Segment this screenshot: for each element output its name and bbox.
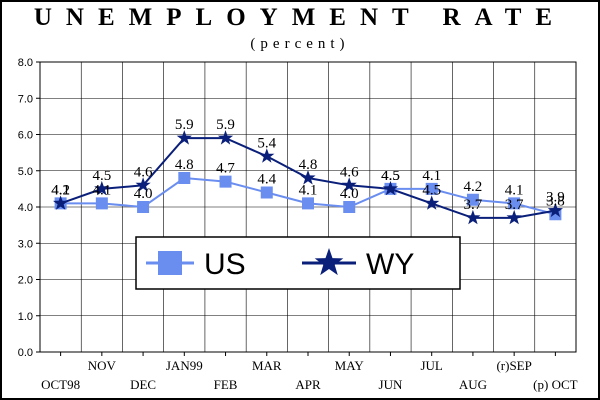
chart-title: UNEMPLOYMENT RATE [33, 4, 567, 31]
y-tick-label: 6.0 [18, 130, 33, 142]
data-label-wy: 4.5 [381, 168, 400, 184]
data-point-us [425, 182, 438, 195]
data-label-us: 4.7 [216, 161, 235, 177]
y-tick-label: 1.0 [18, 311, 33, 323]
y-tick-label: 0.0 [18, 347, 33, 359]
y-tick-label: 4.0 [18, 202, 33, 214]
x-tick-label: NOV [88, 358, 117, 373]
data-label-us: 4.4 [257, 172, 276, 188]
data-point-wy [424, 195, 440, 210]
x-tick-label: OCT98 [41, 377, 80, 392]
data-label-wy: 3.7 [505, 197, 524, 213]
data-point-wy [217, 130, 234, 145]
y-tick-label: 7.0 [18, 93, 33, 105]
x-tick-label: JUL [420, 358, 442, 373]
legend-marker-wy [314, 248, 344, 276]
data-label-us: 4.8 [175, 157, 194, 173]
data-point-wy [259, 148, 275, 163]
data-label-us: 4.2 [464, 179, 483, 195]
data-point-us [219, 175, 232, 188]
x-tick-label: APR [295, 377, 321, 392]
x-tick-label: DEC [130, 377, 156, 392]
data-point-wy [176, 130, 192, 145]
y-tick-label: 2.0 [18, 275, 33, 287]
data-label-wy: 3.9 [546, 190, 565, 206]
data-point-us [178, 172, 191, 184]
y-tick-label: 3.0 [18, 238, 33, 250]
data-label-wy: 4.6 [134, 164, 153, 180]
x-tick-label: FEB [214, 377, 238, 392]
data-point-us [302, 197, 314, 210]
x-tick-label: MAY [335, 358, 365, 373]
data-label-wy: 3.7 [464, 197, 483, 213]
data-point-us [137, 201, 150, 213]
legend-marker-us [158, 251, 182, 275]
x-tick-label: AUG [459, 377, 487, 392]
data-label-us: 4.1 [51, 182, 70, 198]
data-point-wy [547, 202, 563, 218]
data-point-wy [382, 180, 399, 196]
data-point-wy [53, 195, 69, 210]
data-label-us: 4.1 [505, 182, 524, 198]
chart-subtitle: (percent) [250, 36, 350, 52]
data-point-wy [341, 177, 357, 192]
data-label-wy: 4.8 [299, 157, 318, 173]
data-point-wy [465, 209, 481, 225]
data-label-wy: 4.5 [92, 168, 111, 184]
data-label-wy: 4.5 [422, 182, 441, 198]
data-label-us: 4.1 [422, 168, 441, 184]
y-tick-label: 5.0 [18, 166, 33, 178]
data-point-wy [300, 170, 316, 185]
data-label-us: 4.0 [340, 186, 359, 202]
data-label-us: 4.1 [299, 182, 318, 198]
data-label-wy: 5.9 [175, 117, 194, 133]
data-label-wy: 5.4 [257, 135, 276, 151]
data-point-wy [94, 180, 110, 196]
legend-label-us: US [204, 248, 246, 281]
data-point-us [508, 197, 521, 210]
data-point-us [466, 193, 479, 206]
x-tick-label: JAN99 [166, 358, 203, 373]
data-point-us [95, 197, 108, 210]
data-label-wy: 4.6 [340, 164, 359, 180]
legend-label-wy: WY [366, 248, 414, 281]
data-label-us: 4.1 [92, 182, 111, 198]
data-label-us: 3.8 [546, 193, 565, 209]
data-label-us: 4.0 [134, 186, 153, 202]
data-point-wy [506, 209, 522, 225]
x-tick-label: (r)SEP [496, 358, 531, 373]
data-point-us [343, 201, 356, 213]
data-point-wy [135, 177, 151, 192]
y-tick-label: 8.0 [18, 57, 33, 69]
data-label-wy: 4.2 [51, 182, 70, 198]
data-point-us [260, 186, 273, 199]
x-tick-label: JUN [379, 377, 403, 392]
data-label-us: 4.5 [381, 168, 400, 184]
x-tick-label: MAR [252, 358, 282, 373]
data-label-wy: 5.9 [216, 117, 235, 133]
x-tick-label: (p) OCT [533, 377, 577, 392]
